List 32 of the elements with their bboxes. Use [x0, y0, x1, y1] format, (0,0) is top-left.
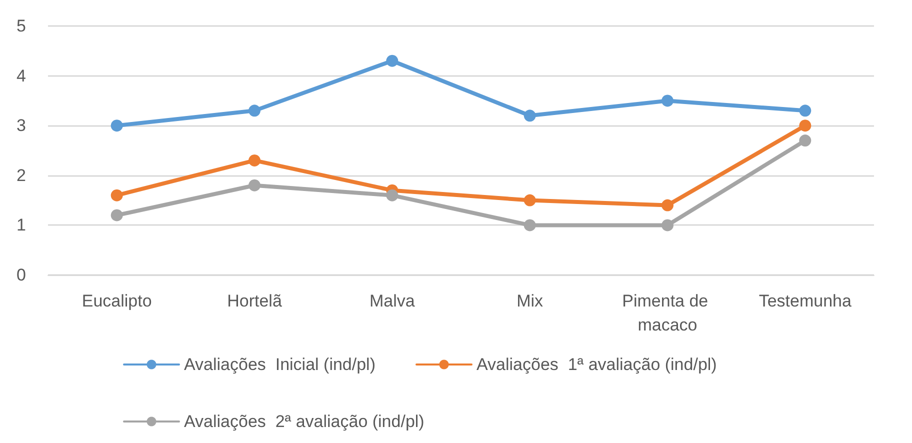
- point: [110, 120, 123, 132]
- x-tick-label: Pimenta de macaco: [622, 292, 713, 334]
- legend-label: Avaliações Inicial (ind/pl): [184, 355, 376, 374]
- point: [110, 209, 123, 222]
- x-tick-label: Mix: [516, 292, 544, 310]
- point: [386, 189, 398, 202]
- point: [248, 179, 260, 192]
- x-tick-label: Testemunha: [758, 292, 852, 310]
- x-tick-label: Eucalipto: [82, 292, 152, 310]
- y-tick-label: 0: [16, 266, 26, 284]
- point: [110, 189, 123, 202]
- point: [248, 154, 260, 166]
- point: [799, 120, 812, 132]
- y-tick-label: 4: [16, 66, 26, 86]
- point: [799, 134, 812, 147]
- legend-label: Avaliações 1ª avaliação (ind/pl): [476, 355, 717, 374]
- point: [799, 104, 812, 117]
- y-tick-label: 1: [16, 216, 26, 235]
- point: [662, 199, 674, 212]
- point: [386, 54, 398, 67]
- point: [662, 94, 674, 107]
- legend-label: Avaliações 2ª avaliação (ind/pl): [184, 412, 424, 431]
- point: [248, 104, 260, 117]
- point: [662, 219, 674, 232]
- y-tick-label: 5: [16, 16, 26, 36]
- x-tick-label: Hortelã: [227, 292, 282, 310]
- point: [524, 219, 536, 232]
- x-tick-label: Malva: [369, 292, 416, 310]
- y-tick-label: 2: [16, 166, 26, 185]
- point: [524, 110, 536, 122]
- point: [524, 194, 536, 206]
- y-tick-label: 3: [16, 116, 26, 136]
